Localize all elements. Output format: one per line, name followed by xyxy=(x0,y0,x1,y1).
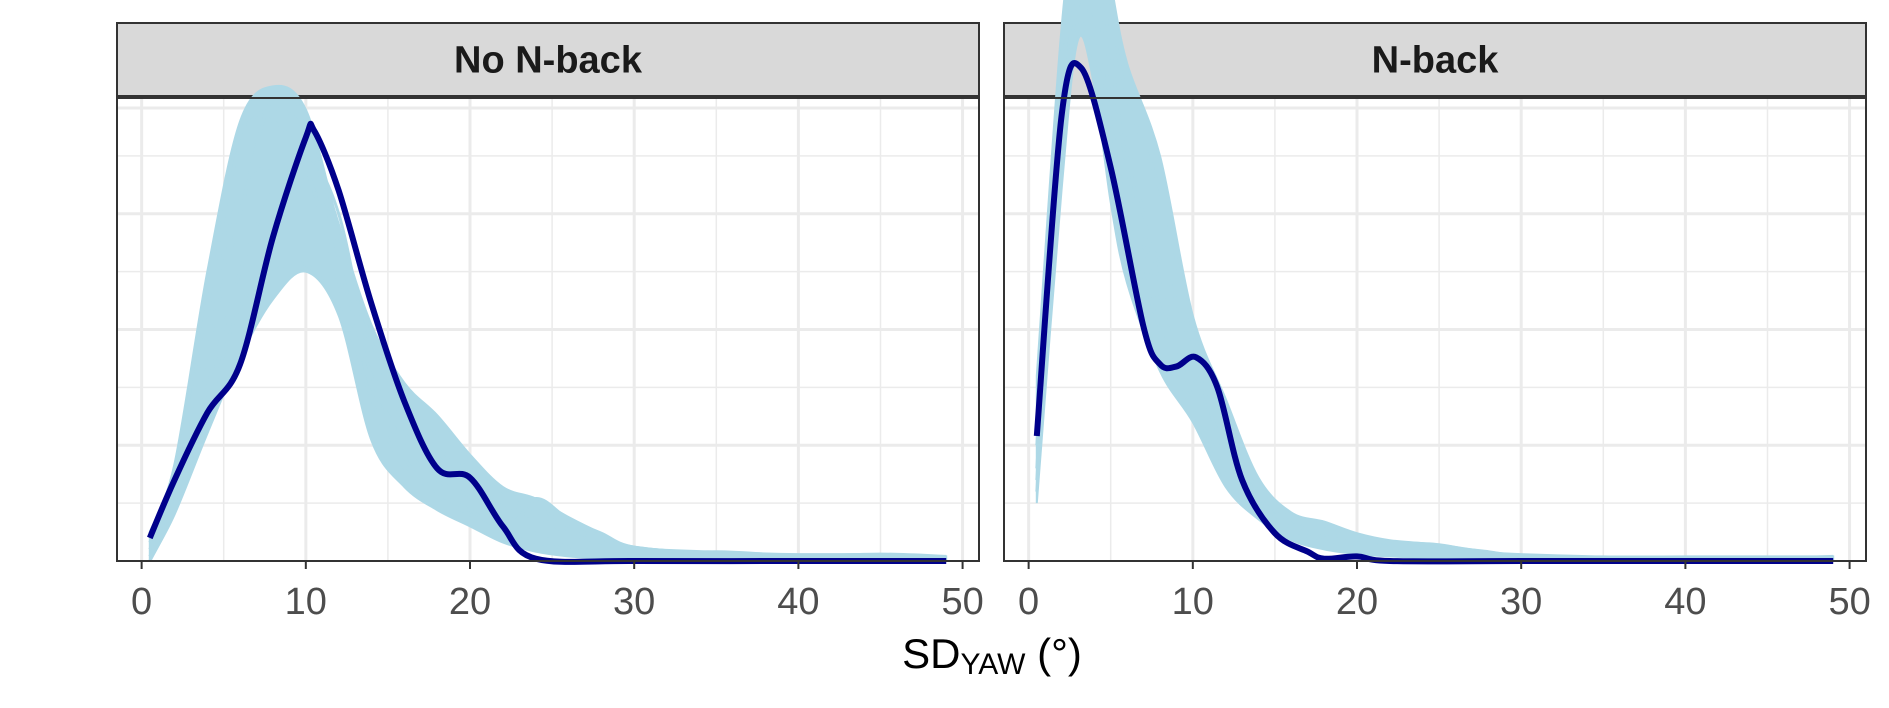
x-tick-label: 50 xyxy=(941,581,983,623)
x-tick-label: 20 xyxy=(449,581,491,623)
panel-title: N-back xyxy=(1372,40,1500,82)
panel-border xyxy=(1003,97,1867,562)
x-tick-label: 30 xyxy=(1500,581,1542,623)
x-tick-label: 40 xyxy=(1664,581,1706,623)
replicate-density-line xyxy=(148,113,947,563)
x-tick-label: 40 xyxy=(777,581,819,623)
x-tick-label: 50 xyxy=(1828,581,1870,623)
x-axis-title-subscript: YAW xyxy=(960,648,1026,681)
panel-strip xyxy=(1003,22,1867,97)
x-tick-label: 20 xyxy=(1336,581,1378,623)
x-tick-label: 10 xyxy=(285,581,327,623)
panel-border xyxy=(116,97,980,562)
x-tick-label: 30 xyxy=(613,581,655,623)
replicate-density-line xyxy=(148,153,947,563)
x-tick-label: 0 xyxy=(1018,581,1039,623)
panel-title: No N-back xyxy=(454,40,643,82)
x-axis-title-unit: (°) xyxy=(1025,630,1081,677)
x-tick-label: 10 xyxy=(1172,581,1214,623)
panels-layer: No N-back 0 10 20 30 40 50 N-back 0 10 20 30 40 50 xyxy=(116,0,1871,623)
replicate-density-line xyxy=(148,165,947,559)
x-axis-title-main: SD xyxy=(902,630,960,677)
panel-2: N-back 0 10 20 30 40 50 xyxy=(1003,0,1871,623)
panel-1: No N-back 0 10 20 30 40 50 xyxy=(116,22,984,623)
x-axis-title: SDYAW (°) xyxy=(902,630,1082,681)
x-tick-label: 0 xyxy=(131,581,152,623)
panel-strip xyxy=(116,22,980,97)
